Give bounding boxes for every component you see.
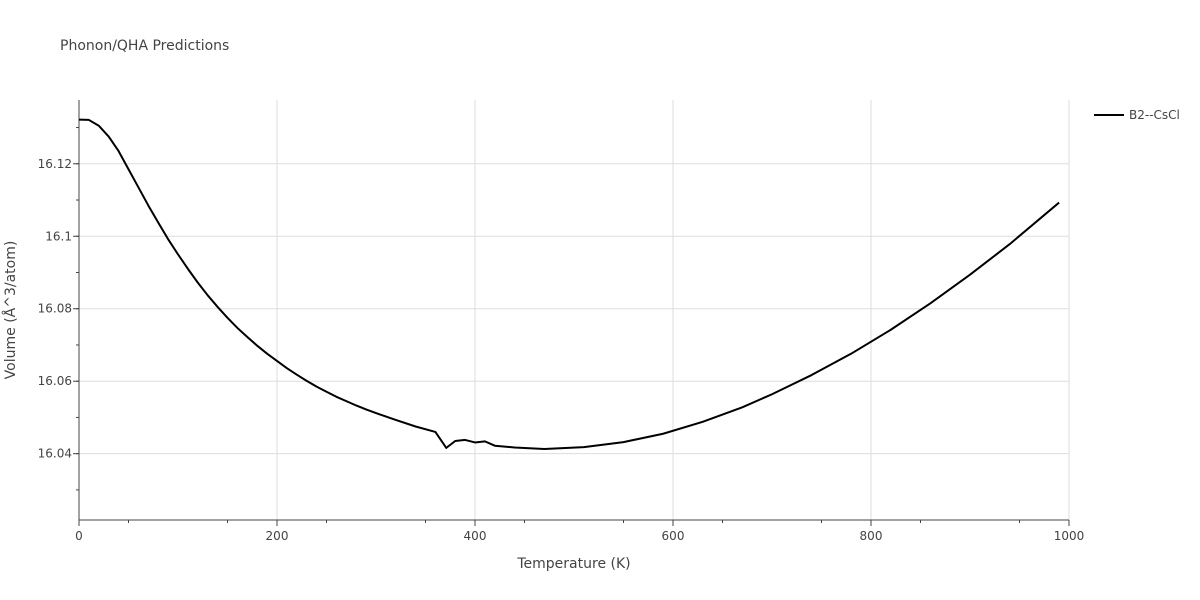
y-axis-title: Volume (Å^3/atom) bbox=[2, 241, 19, 380]
legend[interactable]: B2--CsCl bbox=[1094, 108, 1180, 122]
axes bbox=[78, 100, 1069, 521]
x-tick-label: 400 bbox=[464, 529, 487, 543]
grid-lines bbox=[79, 100, 1070, 520]
x-tick-label: 800 bbox=[860, 529, 883, 543]
y-tick-label: 16.04 bbox=[38, 447, 72, 461]
series-layer bbox=[78, 118, 1060, 450]
y-tick-label: 16.1 bbox=[45, 229, 72, 243]
x-tick-label: 600 bbox=[662, 529, 685, 543]
series-line-b2-cscl[interactable] bbox=[78, 118, 1060, 450]
y-tick-label: 16.12 bbox=[38, 157, 72, 171]
x-tick-label: 1000 bbox=[1054, 529, 1085, 543]
x-axis-title: Temperature (K) bbox=[516, 556, 630, 572]
x-tick-label: 200 bbox=[266, 529, 289, 543]
legend-label: B2--CsCl bbox=[1129, 108, 1180, 122]
y-axis-ticks: 16.04 16.06 16.08 16.1 16.12 bbox=[38, 127, 79, 491]
y-tick-label: 16.08 bbox=[38, 302, 72, 316]
chart-title: Phonon/QHA Predictions bbox=[60, 38, 229, 54]
y-tick-label: 16.06 bbox=[38, 374, 72, 388]
x-axis-ticks: 0 200 400 600 800 1000 bbox=[75, 520, 1084, 543]
x-tick-label: 0 bbox=[75, 529, 83, 543]
